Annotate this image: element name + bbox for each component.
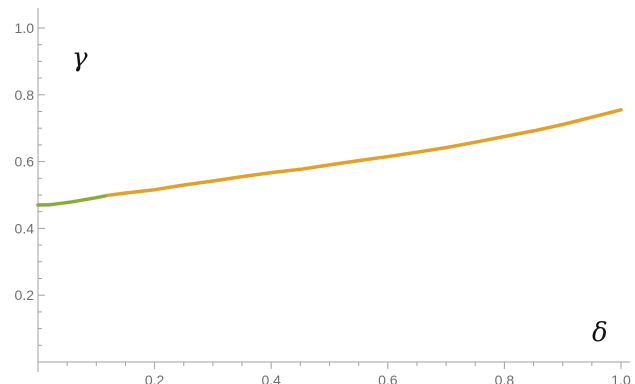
axes <box>37 8 630 372</box>
y-tick-label: 0.4 <box>15 220 35 236</box>
series-line-1 <box>36 193 110 207</box>
y-tick-label: 0.2 <box>15 287 35 303</box>
y-tick-label: 0.8 <box>15 87 35 103</box>
tick-labels: 0.2 0.4 0.6 0.8 1.0 0.2 0.4 0.6 0.8 1.0 <box>15 20 631 384</box>
x-tick-label: 0.2 <box>145 372 165 384</box>
series-group <box>36 108 623 207</box>
ticks <box>38 27 622 369</box>
y-axis-label: γ <box>72 43 88 73</box>
y-tick-label: 1.0 <box>15 20 35 36</box>
x-axis-label: δ <box>592 318 608 348</box>
x-tick-label: 0.4 <box>261 372 281 384</box>
x-tick-label: 0.6 <box>378 372 398 384</box>
x-tick-label: 0.8 <box>495 372 515 384</box>
x-tick-label: 1.0 <box>611 372 631 384</box>
y-tick-label: 0.6 <box>15 154 35 170</box>
series-line-2 <box>106 108 623 198</box>
